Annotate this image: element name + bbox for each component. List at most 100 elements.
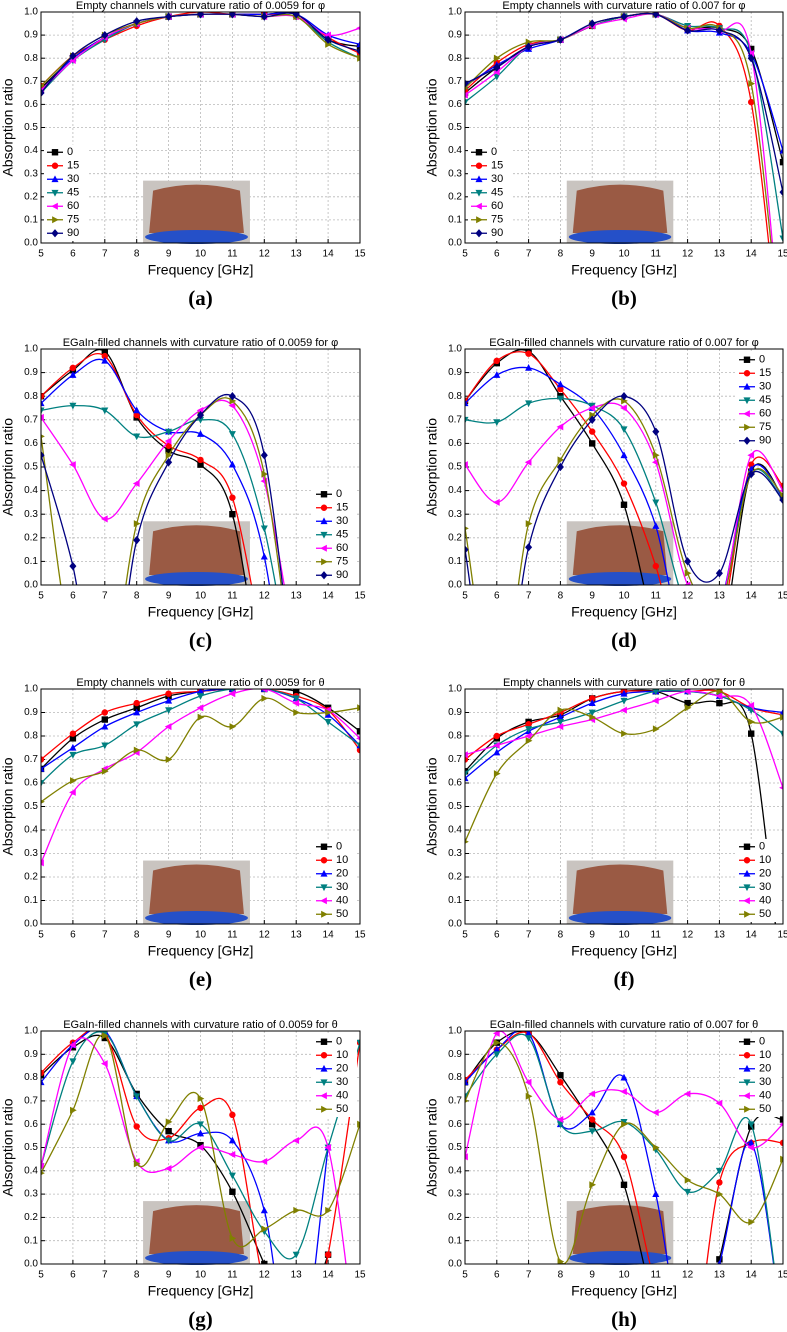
caption: (c) <box>189 628 212 652</box>
y-tick-label: 0.1 <box>448 556 462 567</box>
chart-title: Empty channels with curvature ratio of 0… <box>76 677 324 689</box>
x-tick-label: 10 <box>618 1270 630 1281</box>
series-line <box>41 353 253 585</box>
legend-label: 10 <box>336 1049 348 1061</box>
y-tick-label: 1.0 <box>448 7 462 18</box>
plot-frame <box>464 688 784 925</box>
marker <box>475 149 483 156</box>
marker <box>743 897 750 905</box>
marker <box>101 716 108 723</box>
caption: (d) <box>611 628 637 652</box>
legend-label: 20 <box>336 868 348 880</box>
marker <box>165 707 173 714</box>
photo-sample <box>572 1205 668 1254</box>
marker <box>589 713 597 721</box>
marker <box>589 1121 596 1128</box>
x-tick-label: 6 <box>494 930 500 941</box>
legend-label: 30 <box>759 381 771 393</box>
marker <box>320 1038 328 1045</box>
x-tick-label: 8 <box>134 930 140 941</box>
legend-label: 10 <box>759 854 771 866</box>
marker <box>743 410 750 418</box>
marker <box>69 751 77 759</box>
y-tick-label: 0.9 <box>24 30 38 41</box>
marker <box>588 1090 596 1098</box>
marker <box>325 708 332 717</box>
marker <box>465 99 469 106</box>
x-tick-label: 7 <box>102 1270 108 1281</box>
marker <box>357 704 360 712</box>
marker <box>716 606 723 613</box>
x-axis-label: Frequency [GHz] <box>148 262 254 278</box>
marker <box>101 709 109 716</box>
marker <box>652 499 660 507</box>
marker <box>743 869 751 877</box>
marker <box>356 40 360 48</box>
marker <box>357 54 360 62</box>
photo-base <box>568 911 672 925</box>
marker <box>493 54 501 62</box>
marker <box>165 451 173 459</box>
marker <box>525 726 533 733</box>
x-axis-label: Frequency [GHz] <box>571 1283 677 1299</box>
y-tick-label: 0.7 <box>448 414 462 425</box>
x-tick-label: 11 <box>651 591 662 602</box>
legend-label: 20 <box>759 1063 771 1075</box>
legend-box <box>313 1034 357 1117</box>
marker <box>165 696 173 704</box>
y-tick-label: 0.8 <box>24 53 38 64</box>
marker <box>324 35 332 44</box>
x-tick-label: 6 <box>494 591 500 602</box>
x-tick-label: 11 <box>227 591 238 602</box>
marker <box>715 1099 723 1107</box>
marker <box>196 430 205 437</box>
x-axis-label: Frequency [GHz] <box>148 943 254 959</box>
photo-base <box>145 230 248 244</box>
y-tick-label: 0.5 <box>448 801 462 812</box>
inset-photo <box>143 180 250 244</box>
marker <box>525 1035 533 1042</box>
series-line <box>41 349 247 585</box>
x-tick-label: 14 <box>323 591 335 602</box>
marker <box>465 774 469 782</box>
marker <box>465 86 469 91</box>
marker <box>620 426 628 434</box>
marker <box>589 695 596 702</box>
y-tick-label: 0.4 <box>24 825 38 836</box>
marker <box>620 1153 628 1161</box>
marker <box>320 897 327 905</box>
y-tick-label: 0.6 <box>448 438 462 449</box>
marker <box>228 690 236 698</box>
marker <box>779 785 783 790</box>
x-tick-label: 7 <box>102 930 108 941</box>
photo-base <box>568 230 672 244</box>
y-tick-label: 0.2 <box>24 191 38 202</box>
y-tick-label: 0.7 <box>24 1096 38 1107</box>
marker <box>165 428 173 436</box>
marker <box>133 17 141 26</box>
marker <box>589 1116 596 1123</box>
y-tick-label: 0.0 <box>24 580 38 591</box>
marker <box>620 392 628 401</box>
marker <box>556 713 564 721</box>
marker <box>744 910 751 918</box>
marker <box>320 1079 328 1087</box>
marker <box>69 461 76 469</box>
series-line <box>465 12 783 193</box>
x-tick-label: 6 <box>70 249 76 260</box>
y-tick-label: 0.2 <box>24 1212 38 1223</box>
y-tick-label: 0.5 <box>448 462 462 473</box>
marker <box>228 12 236 19</box>
y-axis-label: Absorption ratio <box>424 1098 440 1196</box>
x-tick-label: 10 <box>195 1270 207 1281</box>
plot-data <box>41 12 360 98</box>
marker <box>588 709 596 717</box>
marker <box>780 991 786 997</box>
legend-label: 50 <box>336 1103 348 1115</box>
series-line <box>41 1031 360 1260</box>
legend-label: 30 <box>336 515 348 527</box>
marker <box>717 1260 722 1264</box>
marker <box>293 689 300 695</box>
marker <box>133 699 140 707</box>
